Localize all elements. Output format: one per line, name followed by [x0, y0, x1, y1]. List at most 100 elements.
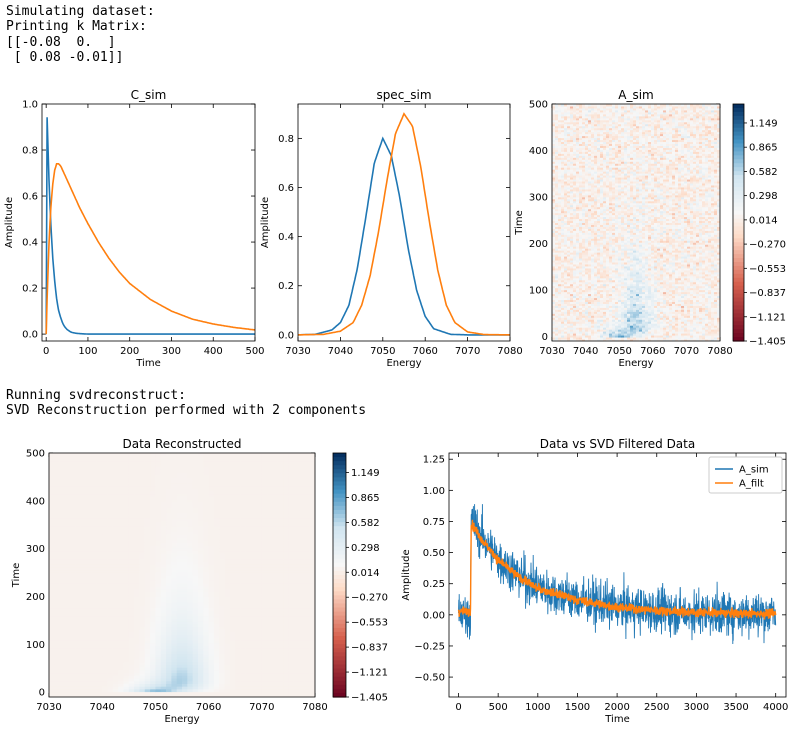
heatmap-cell [663, 287, 667, 291]
heatmap-cell [600, 173, 604, 176]
heatmap-cell [597, 315, 601, 318]
heatmap-cell [576, 173, 580, 176]
heatmap-cell [648, 177, 652, 180]
heatmap-cell [645, 256, 649, 259]
heatmap-cell [660, 315, 664, 318]
heatmap-cell [678, 333, 682, 336]
heatmap-cell [675, 210, 679, 214]
heatmap-cell [606, 293, 610, 297]
heatmap-cell [576, 254, 580, 257]
heatmap-cell [714, 289, 718, 293]
heatmap-cell [678, 228, 682, 231]
heatmap-cell [711, 192, 715, 196]
heatmap-cell [573, 303, 577, 306]
heatmap-cell [645, 224, 649, 227]
heatmap-cell [639, 295, 643, 299]
heatmap-cell [645, 333, 649, 336]
heatmap-cell [558, 232, 562, 235]
heatmap-cell [651, 267, 655, 271]
heatmap-cell [606, 173, 610, 176]
heatmap-cell [585, 307, 589, 310]
heatmap-cell [660, 204, 664, 208]
heatmap-cell [582, 329, 586, 332]
heatmap-cell [588, 250, 592, 253]
heatmap-cell [642, 226, 646, 229]
heatmap-cell [597, 313, 601, 316]
heatmap-cell [582, 234, 586, 237]
heatmap-cell [594, 230, 598, 233]
heatmap-cell [561, 325, 565, 328]
heatmap-cell [702, 206, 706, 210]
heatmap-cell [573, 216, 577, 220]
heatmap-cell [624, 242, 628, 245]
heatmap-cell [630, 175, 634, 178]
heatmap-cell [582, 214, 586, 218]
heatmap-cell [606, 269, 610, 273]
heatmap-cell [582, 190, 586, 194]
heatmap-cell [669, 301, 673, 304]
heatmap-cell [684, 200, 688, 204]
heatmap-cell [657, 248, 661, 251]
heatmap-cell [612, 173, 616, 176]
heatmap-cell [651, 325, 655, 328]
heatmap-cell [582, 198, 586, 202]
heatmap-cell [615, 323, 619, 326]
heatmap-cell [573, 293, 577, 297]
heatmap-cell [714, 228, 718, 231]
heatmap-cell [666, 265, 670, 269]
heatmap-cell [687, 281, 691, 285]
heatmap-cell [552, 256, 556, 259]
heatmap-cell [558, 299, 562, 302]
heatmap-cell [684, 260, 688, 263]
heatmap-cell [648, 218, 652, 222]
heatmap-cell [618, 244, 622, 247]
heatmap-cell [582, 254, 586, 257]
heatmap-cell [573, 188, 577, 192]
heatmap-cell [639, 258, 643, 261]
heatmap-cell [657, 228, 661, 231]
heatmap-cell [699, 256, 703, 259]
heatmap-cell [633, 224, 637, 227]
heatmap-cell [675, 323, 679, 326]
heatmap-cell [663, 236, 667, 239]
heatmap-cell [591, 238, 595, 241]
heatmap-cell [705, 319, 709, 322]
heatmap-cell [651, 293, 655, 297]
heatmap-cell [645, 289, 649, 293]
heatmap-cell [678, 242, 682, 245]
heatmap-cell [594, 198, 598, 202]
heatmap-cell [594, 283, 598, 287]
heatmap-cell [660, 297, 664, 301]
heatmap-cell [630, 198, 634, 202]
heatmap-cell [699, 262, 703, 265]
heatmap-cell [639, 285, 643, 289]
heatmap-cell [591, 262, 595, 265]
heatmap-cell [591, 287, 595, 291]
heatmap-cell [633, 301, 637, 304]
heatmap-cell [660, 236, 664, 239]
heatmap-cell [564, 315, 568, 318]
heatmap-cell [570, 269, 574, 273]
heatmap-cell [603, 285, 607, 289]
heatmap-cell [585, 173, 589, 176]
heatmap-cell [552, 297, 556, 301]
heatmap-cell [672, 307, 676, 310]
heatmap-cell [615, 184, 619, 188]
heatmap-cell [582, 309, 586, 312]
heatmap-cell [675, 254, 679, 257]
heatmap-cell [711, 283, 715, 287]
heatmap-cell [627, 339, 631, 341]
heatmap-cell [648, 333, 652, 336]
heatmap-cell [552, 250, 556, 253]
heatmap-cell [627, 169, 631, 172]
heatmap-cell [606, 337, 610, 340]
heatmap-cell [609, 329, 613, 332]
heatmap-cell [603, 188, 607, 192]
heatmap-cell [576, 293, 580, 297]
heatmap-cell [606, 228, 610, 231]
heatmap-cell [600, 256, 604, 259]
heatmap-cell [660, 279, 664, 283]
heatmap-cell [699, 303, 703, 306]
heatmap-cell [558, 214, 562, 218]
